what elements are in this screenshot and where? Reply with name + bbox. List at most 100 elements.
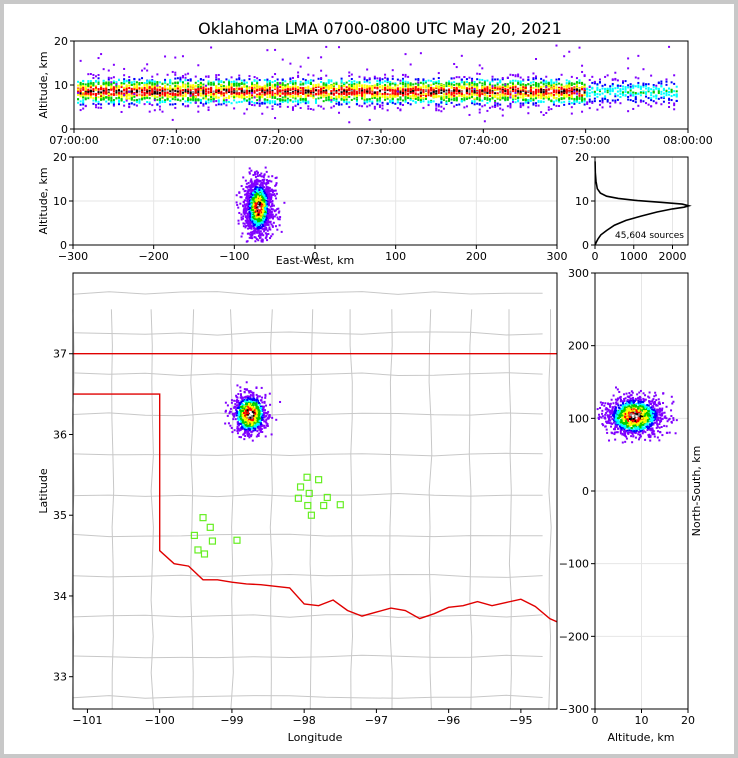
source-cell: [265, 185, 268, 188]
source-cell: [519, 82, 522, 85]
source-cell: [517, 81, 520, 84]
source-cell: [263, 79, 266, 82]
source-cell: [230, 95, 233, 98]
source-cell: [506, 98, 509, 101]
source-cell: [286, 97, 289, 100]
source-cell: [151, 86, 154, 89]
source-cell: [378, 89, 381, 92]
source-cell: [527, 78, 530, 81]
source-cell: [355, 100, 358, 103]
source-cell: [425, 85, 428, 88]
source-cell: [645, 91, 648, 94]
source-cell: [118, 103, 121, 106]
source-cell: [545, 84, 548, 87]
source-cell: [135, 88, 138, 91]
source-cell: [511, 94, 514, 97]
source-cell: [637, 104, 640, 107]
source-cell: [279, 102, 282, 105]
source-cell: [494, 84, 497, 87]
y-tick-label: 10: [54, 79, 68, 92]
source-cell: [289, 86, 292, 89]
source-cell: [570, 102, 573, 105]
source-cell: [322, 107, 325, 110]
source-cell: [460, 99, 463, 102]
source-cell: [517, 80, 520, 83]
source-cell: [371, 89, 374, 92]
source-cell: [348, 74, 351, 77]
source-cell: [345, 90, 348, 93]
source-cell: [593, 90, 596, 93]
source-cell: [143, 67, 146, 70]
source-cell: [248, 89, 251, 92]
source-cell: [220, 86, 223, 89]
source-cell: [294, 80, 297, 83]
source-cell: [348, 121, 351, 124]
source-cell: [345, 94, 348, 97]
source-cell: [488, 88, 491, 91]
source-cell: [606, 74, 609, 77]
source-cell: [312, 94, 315, 97]
source-cell: [153, 99, 156, 102]
source-cell: [481, 85, 484, 88]
source-cell: [547, 95, 550, 98]
source-cell: [212, 83, 215, 86]
source-cell: [519, 86, 522, 89]
source-cell: [267, 186, 270, 189]
source-cell: [540, 81, 543, 84]
source-cell: [509, 91, 512, 94]
source-cell: [202, 103, 205, 106]
source-cell: [115, 87, 118, 90]
source-cell: [176, 86, 179, 89]
source-cell: [110, 81, 113, 84]
source-cell: [368, 100, 371, 103]
source-cell: [146, 80, 149, 83]
source-cell: [279, 89, 282, 92]
source-cell: [455, 76, 458, 79]
source-cell: [161, 89, 164, 92]
source-cell: [275, 213, 278, 216]
source-cell: [330, 84, 333, 87]
source-cell: [110, 84, 113, 87]
source-cell: [254, 173, 257, 176]
source-cell: [514, 89, 517, 92]
source-cell: [123, 67, 126, 70]
source-cell: [384, 98, 387, 101]
source-cell: [115, 84, 118, 87]
source-cell: [179, 87, 182, 90]
source-cell: [269, 228, 272, 231]
source-cell: [565, 82, 568, 85]
source-cell: [297, 71, 300, 74]
source-cell: [560, 73, 563, 76]
source-cell: [92, 102, 95, 105]
source-cell: [440, 110, 443, 113]
source-cell: [378, 92, 381, 95]
source-cell: [302, 78, 305, 81]
source-cell: [222, 81, 225, 84]
source-cell: [197, 110, 200, 113]
source-cell: [463, 86, 466, 89]
source-cell: [261, 182, 264, 185]
source-cell: [222, 97, 225, 100]
source-cell: [481, 88, 484, 91]
source-cell: [511, 86, 514, 89]
source-cell: [181, 55, 184, 58]
source-cell: [483, 88, 486, 91]
source-cell: [386, 103, 389, 106]
source-cell: [639, 99, 642, 102]
source-cell: [535, 84, 538, 87]
source-cell: [532, 93, 535, 96]
source-cell: [97, 77, 100, 80]
source-cell: [478, 64, 481, 67]
source-cell: [291, 107, 294, 110]
source-cell: [340, 77, 343, 80]
source-cell: [158, 105, 161, 108]
source-cell: [604, 88, 607, 91]
source-cell: [130, 90, 133, 93]
source-cell: [404, 96, 407, 99]
source-cell: [197, 84, 200, 87]
source-cell: [202, 97, 205, 100]
source-cell: [629, 83, 632, 86]
source-cell: [171, 94, 174, 97]
source-cell: [598, 88, 601, 91]
source-cell: [87, 88, 90, 91]
